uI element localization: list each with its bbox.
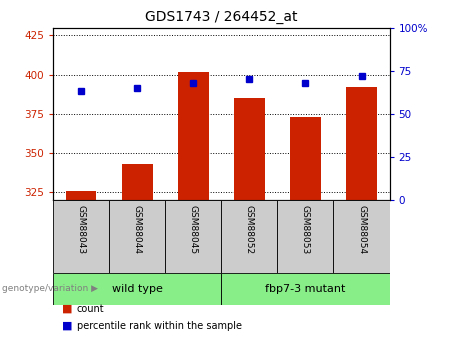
Bar: [122, 164, 153, 200]
Text: GSM88054: GSM88054: [357, 205, 366, 254]
Bar: [278, 200, 333, 273]
Bar: [221, 200, 278, 273]
Bar: [53, 200, 109, 273]
Text: GSM88052: GSM88052: [245, 205, 254, 254]
Text: GSM88044: GSM88044: [133, 205, 142, 254]
Text: ■: ■: [62, 321, 73, 331]
Bar: [65, 191, 96, 200]
Bar: [221, 273, 390, 305]
Text: wild type: wild type: [112, 284, 163, 294]
Text: count: count: [77, 304, 105, 314]
Text: fbp7-3 mutant: fbp7-3 mutant: [265, 284, 346, 294]
Bar: [165, 200, 221, 273]
Text: ■: ■: [62, 304, 73, 314]
Bar: [53, 273, 221, 305]
Text: genotype/variation ▶: genotype/variation ▶: [2, 284, 98, 294]
Text: percentile rank within the sample: percentile rank within the sample: [77, 321, 242, 331]
Text: GSM88043: GSM88043: [77, 205, 86, 254]
Bar: [178, 71, 209, 200]
Bar: [109, 200, 165, 273]
Bar: [234, 98, 265, 200]
Bar: [290, 117, 321, 200]
Text: GSM88053: GSM88053: [301, 205, 310, 254]
Text: GSM88045: GSM88045: [189, 205, 198, 254]
Title: GDS1743 / 264452_at: GDS1743 / 264452_at: [145, 10, 297, 24]
Bar: [346, 87, 377, 200]
Bar: [333, 200, 390, 273]
